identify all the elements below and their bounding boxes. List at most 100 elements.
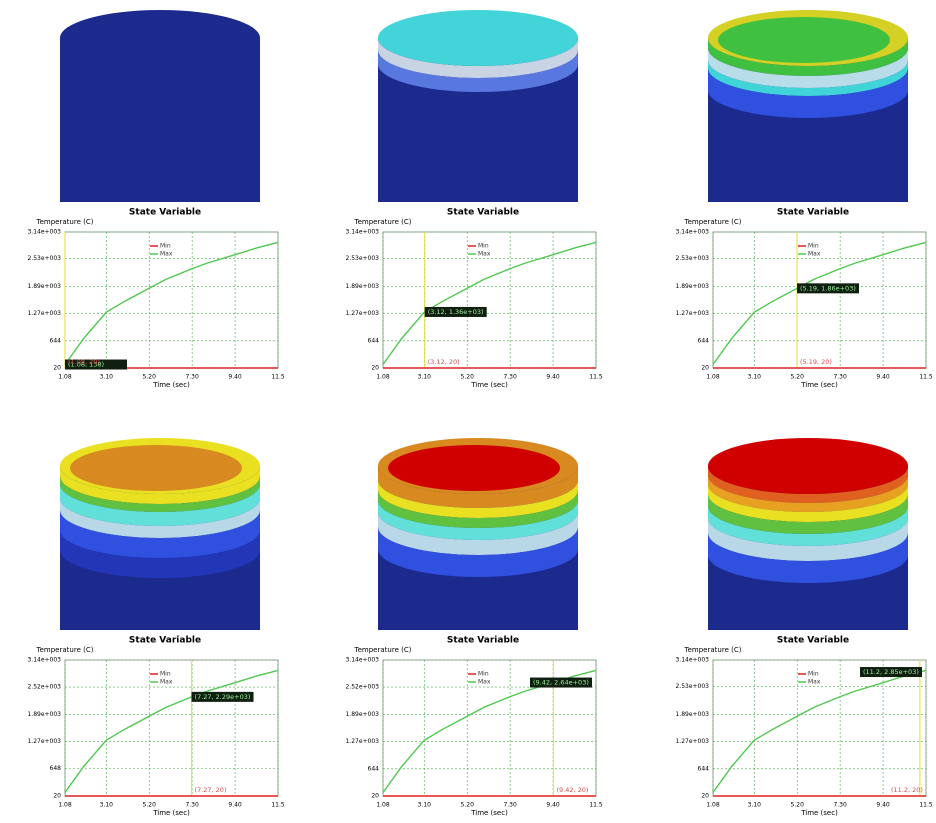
legend-label: Max bbox=[478, 251, 491, 258]
y-tick-label: 3.14e+003 bbox=[27, 657, 61, 664]
page: State Variable Temperature (C) Time (sec) 2… bbox=[0, 0, 936, 823]
x-tick-label: 5.20 bbox=[791, 802, 805, 809]
y-tick-label: 1.89e+003 bbox=[675, 283, 709, 290]
cylinder-top bbox=[60, 10, 260, 66]
cylinder-top bbox=[378, 10, 578, 66]
x-tick-label: 1.08 bbox=[58, 374, 72, 381]
legend-label: Max bbox=[160, 679, 173, 686]
screenshot: State Variable Temperature (C) Time (sec) 2… bbox=[0, 0, 936, 823]
x-tick-label: 9.40 bbox=[228, 374, 242, 381]
x-tick-label: 7.30 bbox=[833, 802, 847, 809]
y-tick-label: 20 bbox=[371, 365, 379, 372]
x-tick-label: 3.10 bbox=[748, 802, 762, 809]
x-tick-label: 7.30 bbox=[833, 374, 847, 381]
chart-title: State Variable bbox=[447, 208, 519, 218]
x-tick-label: 3.10 bbox=[100, 374, 114, 381]
y-tick-label: 1.27e+003 bbox=[345, 738, 379, 745]
x-tick-label: 11.5 bbox=[271, 374, 285, 381]
y-tick-label: 648 bbox=[50, 765, 62, 772]
cylinder-top bbox=[708, 438, 908, 494]
y-tick-label: 20 bbox=[371, 793, 379, 800]
y-axis-label: Temperature (C) bbox=[36, 218, 94, 226]
x-tick-label: 5.20 bbox=[461, 374, 475, 381]
legend-label: Min bbox=[478, 671, 489, 678]
x-tick-label: 1.08 bbox=[58, 802, 72, 809]
y-tick-label: 2.53e+003 bbox=[27, 255, 61, 262]
y-tick-label: 644 bbox=[50, 337, 62, 344]
y-tick-label: 1.89e+003 bbox=[345, 283, 379, 290]
x-tick-label: 1.08 bbox=[376, 802, 390, 809]
y-tick-label: 2.52e+003 bbox=[27, 684, 61, 691]
x-axis-label: Time (sec) bbox=[470, 809, 508, 817]
x-tick-label: 9.40 bbox=[228, 802, 242, 809]
x-axis-label: Time (sec) bbox=[800, 809, 838, 817]
x-tick-label: 3.10 bbox=[418, 802, 432, 809]
x-tick-label: 9.40 bbox=[876, 802, 890, 809]
x-axis-label: Time (sec) bbox=[152, 809, 190, 817]
x-axis-label: Time (sec) bbox=[470, 381, 508, 389]
cylinder-top-inner bbox=[388, 445, 560, 491]
y-tick-label: 3.14e+003 bbox=[675, 657, 709, 664]
chart-title: State Variable bbox=[777, 636, 849, 646]
x-tick-label: 1.08 bbox=[706, 802, 720, 809]
annotation: (5.19, 1.86e+03) bbox=[800, 284, 856, 292]
x-tick-label: 9.40 bbox=[876, 374, 890, 381]
legend-label: Min bbox=[478, 243, 489, 250]
y-tick-label: 20 bbox=[53, 365, 61, 372]
annotation: (9.42, 20) bbox=[556, 786, 588, 794]
y-tick-label: 3.14e+003 bbox=[675, 229, 709, 236]
annotation: (9.42, 2.64e+03) bbox=[533, 679, 589, 687]
annotation: (3.12, 20) bbox=[428, 358, 460, 366]
y-axis-label: Temperature (C) bbox=[684, 218, 742, 226]
x-tick-label: 1.08 bbox=[376, 374, 390, 381]
x-tick-label: 1.08 bbox=[706, 374, 720, 381]
panel: State Variable Temperature (C) Time (sec) 2… bbox=[675, 10, 932, 389]
annotation: (1.08, 20) bbox=[68, 358, 100, 366]
x-tick-label: 11.5 bbox=[919, 374, 933, 381]
chart-title: State Variable bbox=[129, 208, 201, 218]
legend-label: Min bbox=[808, 243, 819, 250]
x-tick-label: 5.20 bbox=[791, 374, 805, 381]
legend-label: Min bbox=[808, 671, 819, 678]
y-tick-label: 2.53e+003 bbox=[675, 255, 709, 262]
panel: State Variable Temperature (C) Time (sec) 2… bbox=[675, 438, 932, 817]
y-tick-label: 20 bbox=[53, 793, 61, 800]
legend-label: Max bbox=[808, 679, 821, 686]
chart-title: State Variable bbox=[777, 208, 849, 218]
chart-title: State Variable bbox=[129, 636, 201, 646]
annotation: (7.27, 2.29e+03) bbox=[195, 693, 251, 701]
x-tick-label: 5.20 bbox=[143, 802, 157, 809]
y-tick-label: 3.14e+003 bbox=[27, 229, 61, 236]
legend-label: Max bbox=[160, 251, 173, 258]
x-tick-label: 5.20 bbox=[143, 374, 157, 381]
x-tick-label: 7.30 bbox=[185, 374, 199, 381]
y-axis-label: Temperature (C) bbox=[684, 646, 742, 654]
annotation: (11.2, 2.85e+03) bbox=[863, 668, 919, 676]
x-tick-label: 9.40 bbox=[546, 374, 560, 381]
x-tick-label: 11.5 bbox=[919, 802, 933, 809]
x-axis-label: Time (sec) bbox=[800, 381, 838, 389]
chart-title: State Variable bbox=[447, 636, 519, 646]
x-tick-label: 3.10 bbox=[748, 374, 762, 381]
x-tick-label: 9.40 bbox=[546, 802, 560, 809]
legend-label: Max bbox=[478, 679, 491, 686]
y-tick-label: 1.27e+003 bbox=[675, 738, 709, 745]
legend-label: Min bbox=[160, 243, 171, 250]
x-tick-label: 11.5 bbox=[271, 802, 285, 809]
y-tick-label: 2.53e+003 bbox=[675, 683, 709, 690]
annotation: (3.12, 1.36e+03) bbox=[428, 308, 484, 316]
x-tick-label: 11.5 bbox=[589, 802, 603, 809]
y-tick-label: 3.14e+003 bbox=[345, 229, 379, 236]
y-tick-label: 644 bbox=[698, 765, 710, 772]
x-tick-label: 7.30 bbox=[503, 374, 517, 381]
y-tick-label: 644 bbox=[368, 337, 380, 344]
y-tick-label: 3.14e+003 bbox=[345, 657, 379, 664]
panel: State Variable Temperature (C) Time (sec) 2… bbox=[345, 438, 602, 817]
y-axis-label: Temperature (C) bbox=[354, 646, 412, 654]
legend-label: Max bbox=[808, 251, 821, 258]
x-tick-label: 7.30 bbox=[185, 802, 199, 809]
x-tick-label: 3.10 bbox=[100, 802, 114, 809]
